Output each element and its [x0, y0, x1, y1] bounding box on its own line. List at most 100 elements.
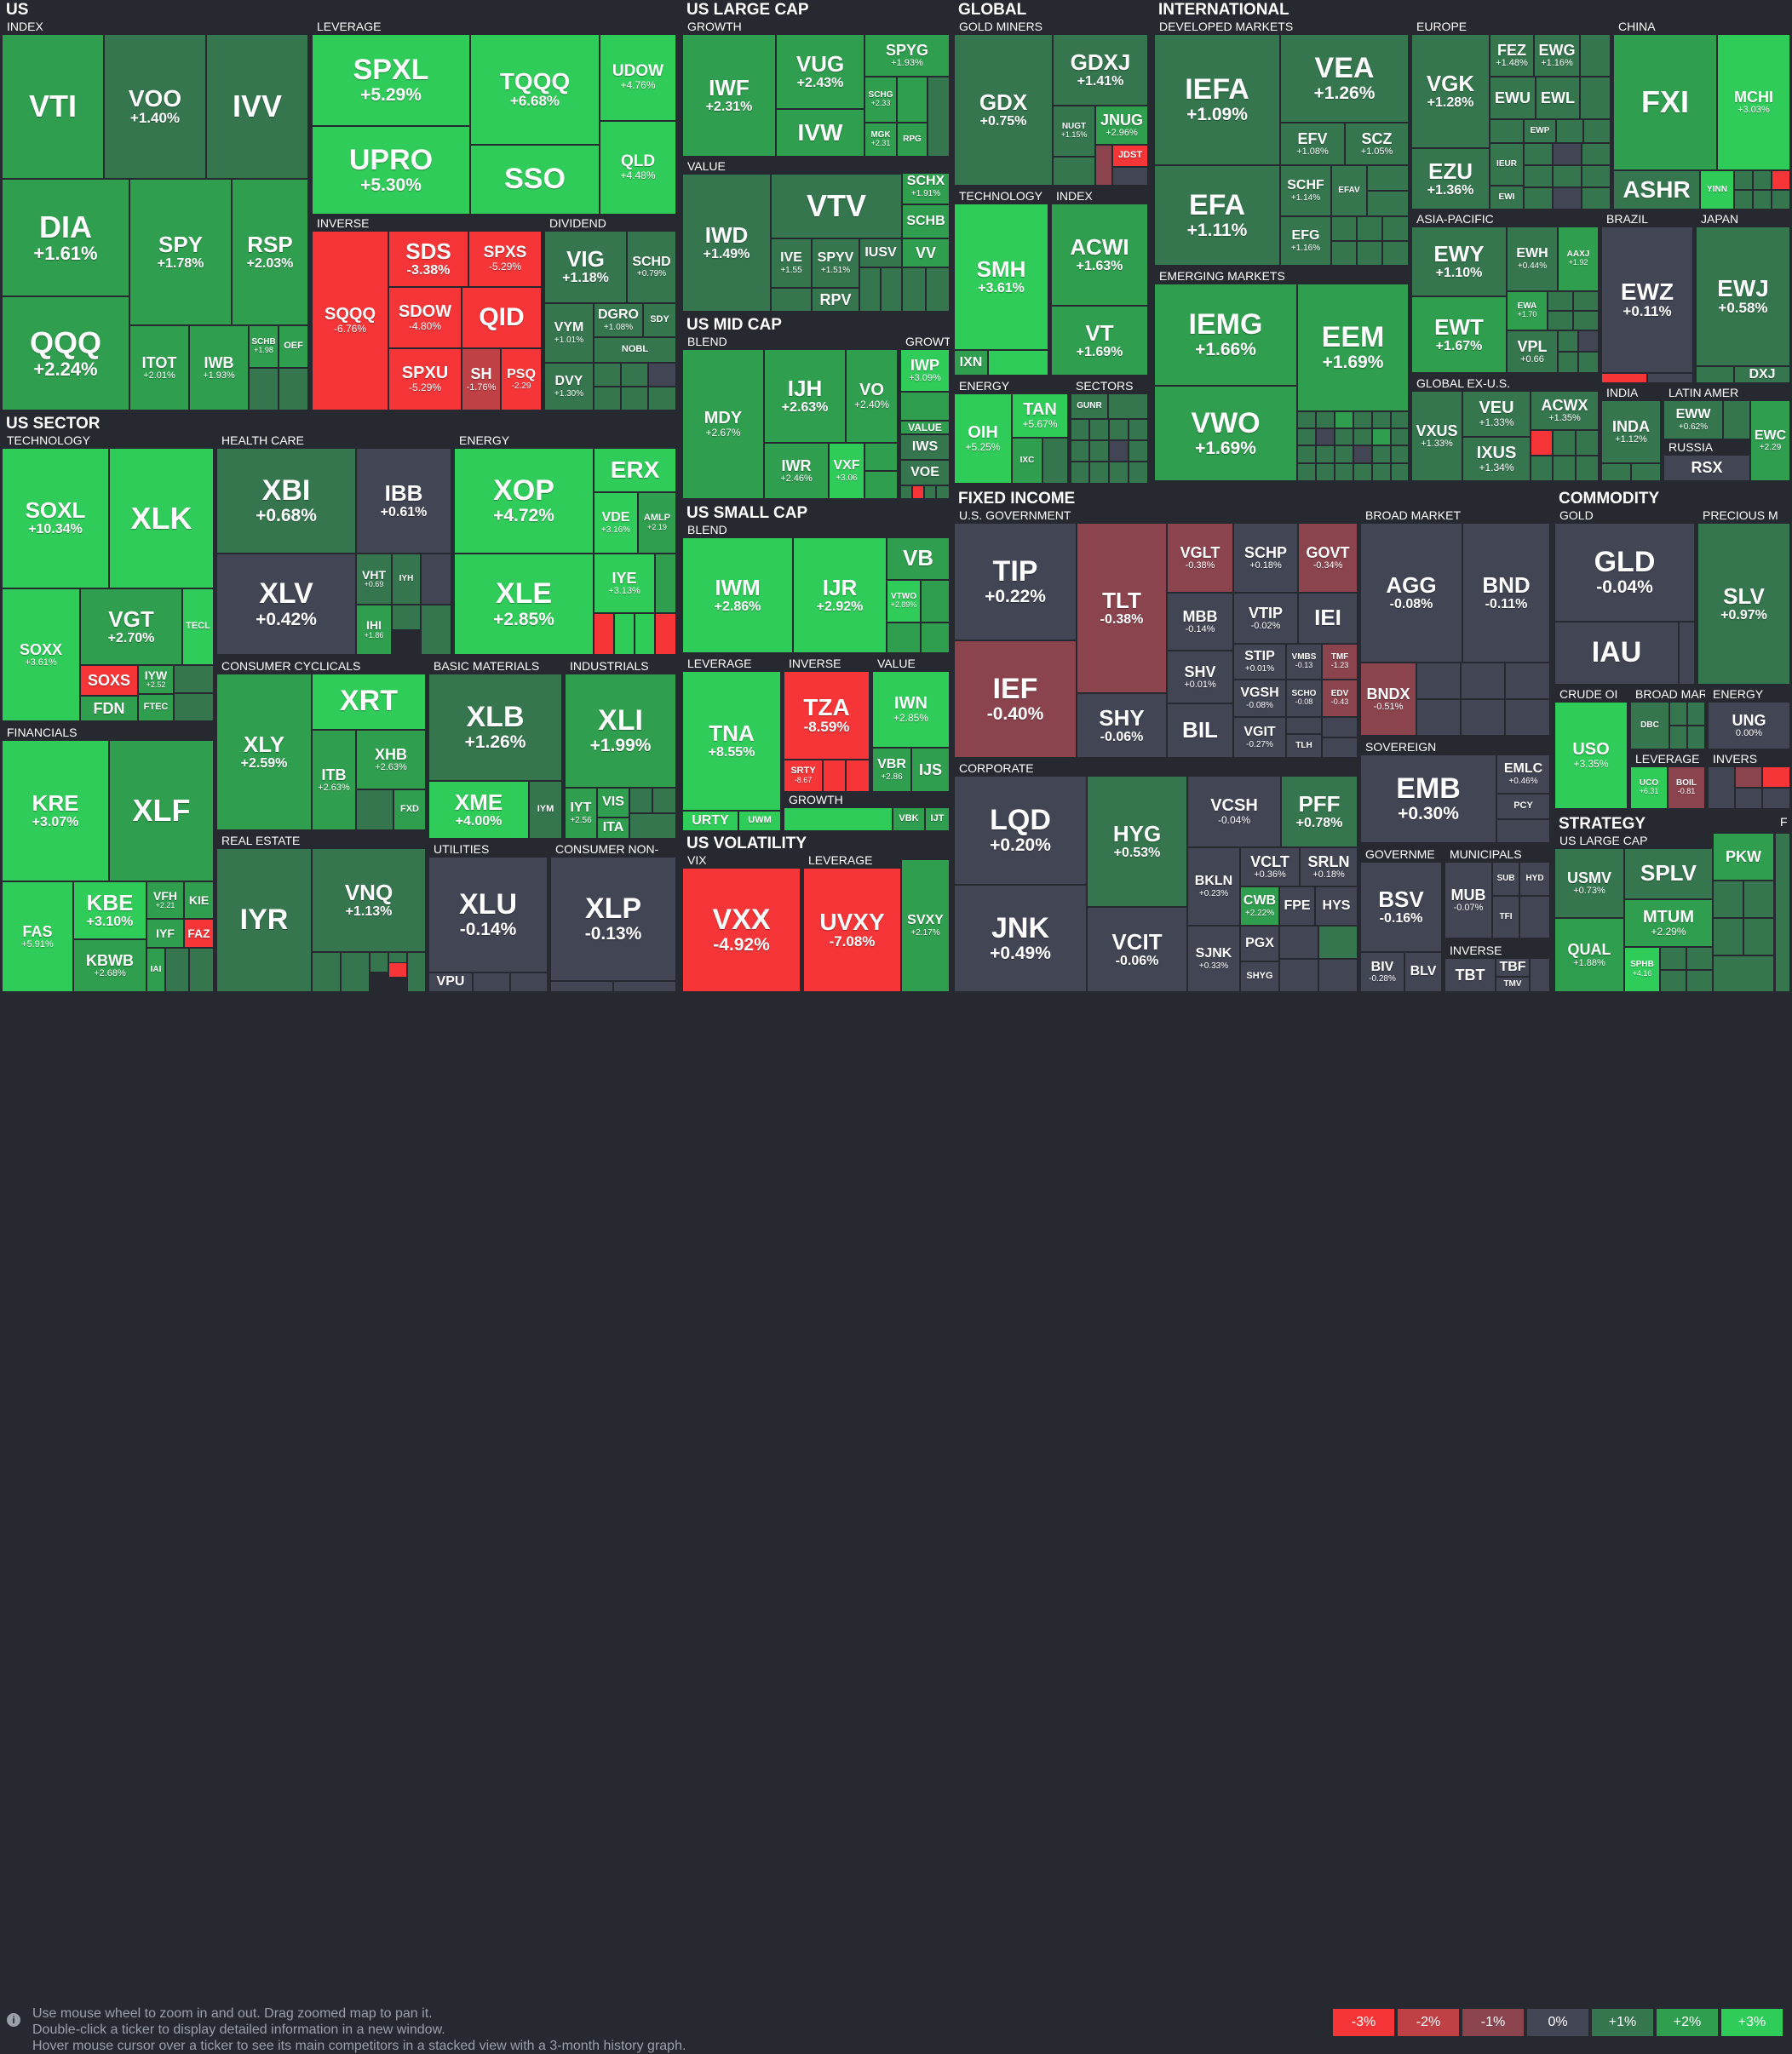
ticker-tile-vb[interactable]: VB: [887, 537, 950, 580]
ticker-tile-schb[interactable]: SCHB +1.98: [249, 325, 279, 368]
ticker-tile[interactable]: [1367, 165, 1409, 191]
ticker-tile-vxf[interactable]: VXF +3.06: [829, 443, 864, 499]
ticker-tile-iwf[interactable]: IWF +2.31%: [682, 34, 776, 157]
ticker-tile[interactable]: [1743, 881, 1774, 918]
ticker-tile[interactable]: [864, 471, 898, 499]
ticker-tile[interactable]: [1353, 445, 1372, 463]
ticker-tile-ewl[interactable]: EWL: [1536, 77, 1580, 119]
ticker-tile-nobl[interactable]: NOBL: [594, 337, 676, 363]
ticker-tile-uvxy[interactable]: UVXY -7.08%: [803, 868, 901, 992]
ticker-tile-lqd[interactable]: LQD +0.20%: [954, 776, 1087, 885]
ticker-tile-bkln[interactable]: BKLN +0.23%: [1187, 847, 1240, 926]
ticker-tile-kre[interactable]: KRE +3.07%: [2, 740, 109, 881]
ticker-tile[interactable]: [1372, 445, 1391, 463]
ticker-tile[interactable]: [921, 623, 950, 653]
ticker-tile-ashr[interactable]: ASHR: [1613, 170, 1700, 209]
ticker-tile[interactable]: [189, 948, 214, 992]
ticker-tile-ixus[interactable]: IXUS +1.34%: [1462, 437, 1531, 481]
ticker-tile[interactable]: [1391, 445, 1409, 463]
ticker-tile-vis[interactable]: VIS: [597, 788, 629, 818]
ticker-tile[interactable]: [1713, 955, 1774, 992]
ticker-tile[interactable]: [859, 267, 881, 312]
ticker-tile[interactable]: [1335, 463, 1353, 481]
ticker-tile-gdx[interactable]: GDX +0.75%: [954, 34, 1053, 186]
ticker-tile[interactable]: [165, 948, 189, 992]
ticker-tile[interactable]: [312, 952, 341, 992]
ticker-tile-ivv[interactable]: IVV: [206, 34, 308, 179]
ticker-tile[interactable]: [1112, 167, 1148, 186]
ticker-tile-ewc[interactable]: EWC +2.29: [1750, 400, 1790, 481]
ticker-tile-schx[interactable]: SCHX +1.91%: [902, 169, 950, 204]
ticker-tile-iwp[interactable]: IWP +3.09%: [900, 349, 950, 392]
ticker-tile-iusv[interactable]: IUSV: [859, 238, 902, 267]
ticker-tile[interactable]: [900, 485, 912, 499]
ticker-tile[interactable]: [887, 623, 921, 653]
ticker-tile-iyt[interactable]: IYT +2.56: [565, 788, 597, 839]
ticker-tile[interactable]: [370, 952, 388, 972]
ticker-tile-pff[interactable]: PFF +0.78%: [1281, 776, 1358, 847]
ticker-tile-soxx[interactable]: SOXX +3.61%: [2, 588, 80, 721]
ticker-tile-scz[interactable]: SCZ +1.05%: [1345, 123, 1409, 165]
ticker-tile-qid[interactable]: QID: [462, 287, 542, 348]
ticker-tile-uso[interactable]: USO +3.35%: [1554, 702, 1628, 809]
ticker-tile-spyv[interactable]: SPYV +1.51%: [812, 238, 859, 288]
ticker-tile-bil[interactable]: BIL: [1167, 703, 1233, 758]
ticker-tile[interactable]: [421, 605, 451, 655]
ticker-tile[interactable]: [1753, 170, 1772, 190]
ticker-tile-govt[interactable]: GOVT -0.34%: [1298, 523, 1358, 593]
ticker-tile-srty[interactable]: SRTY -8.67: [784, 760, 823, 792]
ticker-tile-kbe[interactable]: KBE +3.10%: [73, 881, 146, 939]
ticker-tile[interactable]: [1129, 462, 1148, 484]
ticker-tile[interactable]: [988, 350, 1048, 376]
ticker-tile[interactable]: [1391, 428, 1409, 445]
ticker-tile[interactable]: [1391, 463, 1409, 481]
ticker-tile-mchi[interactable]: MCHI +3.03%: [1717, 34, 1790, 170]
ticker-tile[interactable]: [1053, 157, 1095, 186]
ticker-tile[interactable]: [1713, 881, 1743, 918]
ticker-tile-xop[interactable]: XOP +4.72%: [454, 448, 594, 554]
ticker-tile[interactable]: [613, 981, 676, 992]
ticker-tile-ewh[interactable]: EWH +0.44%: [1507, 227, 1558, 291]
ticker-tile-ijr[interactable]: IJR +2.92%: [793, 537, 887, 653]
ticker-tile-vnq[interactable]: VNQ +1.13%: [312, 848, 426, 952]
ticker-tile[interactable]: [1582, 165, 1611, 187]
ticker-tile[interactable]: [629, 788, 652, 813]
ticker-tile-oef[interactable]: OEF: [279, 325, 308, 368]
ticker-tile[interactable]: [1382, 216, 1409, 241]
ticker-tile[interactable]: [1505, 663, 1550, 699]
ticker-tile-blv[interactable]: BLV: [1404, 952, 1442, 992]
ticker-tile[interactable]: [1353, 463, 1372, 481]
ticker-tile[interactable]: [936, 485, 950, 499]
ticker-tile-boil[interactable]: BOIL -0.81: [1668, 766, 1705, 809]
ticker-tile-rsx[interactable]: RSX: [1663, 455, 1750, 481]
ticker-tile-emb[interactable]: EMB +0.30%: [1360, 754, 1496, 843]
ticker-tile-hyg[interactable]: HYG +0.53%: [1087, 776, 1187, 907]
ticker-tile[interactable]: [1582, 143, 1611, 165]
ticker-tile-spxu[interactable]: SPXU -5.29%: [388, 348, 462, 410]
ticker-tile[interactable]: [1357, 216, 1382, 241]
ticker-tile-pkw[interactable]: PKW: [1713, 833, 1774, 881]
ticker-tile[interactable]: [1089, 440, 1109, 462]
ticker-tile-ewu[interactable]: EWU: [1490, 77, 1536, 119]
ticker-tile-value[interactable]: VALUE: [900, 421, 950, 434]
ticker-tile[interactable]: [921, 580, 950, 623]
ticker-tile[interactable]: [1322, 737, 1358, 758]
ticker-tile[interactable]: [1322, 717, 1358, 737]
ticker-tile-agg[interactable]: AGG -0.08%: [1360, 523, 1462, 663]
ticker-tile[interactable]: [510, 972, 548, 992]
ticker-tile[interactable]: [249, 368, 279, 410]
ticker-tile[interactable]: [1286, 717, 1322, 734]
ticker-tile[interactable]: [1316, 463, 1335, 481]
ticker-tile[interactable]: [1580, 77, 1611, 119]
ticker-tile-mdy[interactable]: MDY +2.67%: [682, 349, 764, 499]
ticker-tile-eww[interactable]: EWW +0.62%: [1663, 400, 1723, 439]
ticker-tile-ewg[interactable]: EWG +1.16%: [1534, 34, 1580, 77]
ticker-tile-nugt[interactable]: NUGT +1.15%: [1053, 106, 1095, 157]
ticker-tile-edv[interactable]: EDV -0.43: [1322, 680, 1358, 717]
ticker-tile[interactable]: [784, 807, 893, 831]
ticker-tile-urty[interactable]: URTY: [682, 811, 738, 831]
ticker-tile-vtip[interactable]: VTIP -0.02%: [1233, 593, 1298, 644]
ticker-tile-vcsh[interactable]: VCSH -0.04%: [1187, 776, 1281, 847]
ticker-tile[interactable]: [655, 554, 676, 613]
ticker-tile-sub[interactable]: SUB: [1492, 862, 1519, 896]
